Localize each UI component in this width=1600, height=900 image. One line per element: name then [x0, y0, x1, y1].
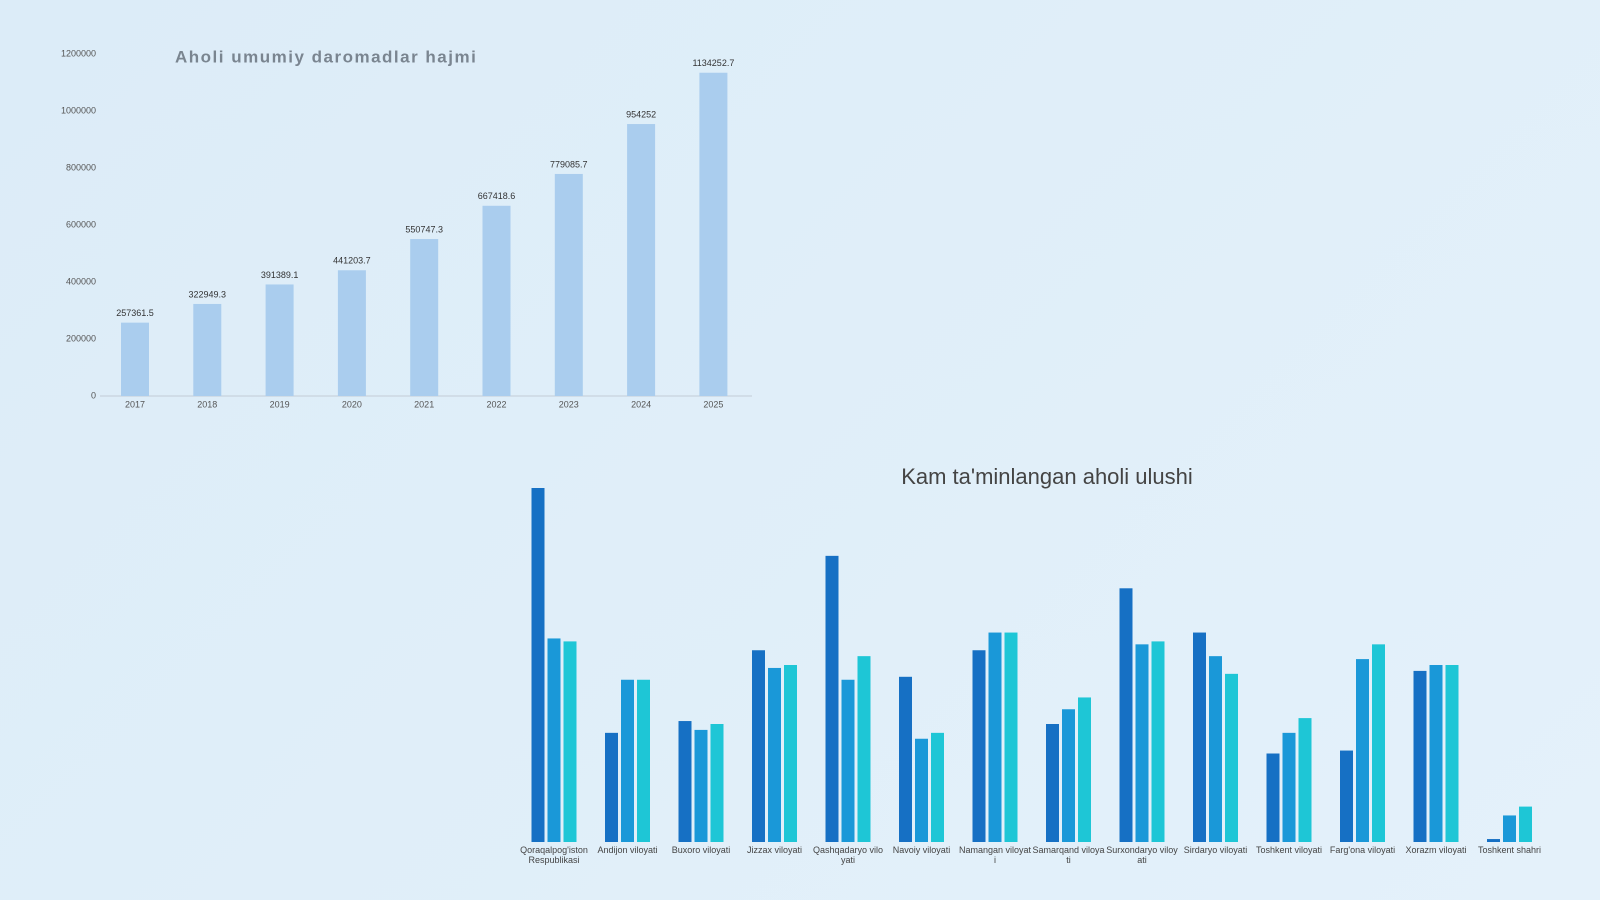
x-tick-label: 2017	[125, 399, 145, 409]
bar	[265, 284, 294, 396]
x-tick-label: Xorazm viloyati	[1405, 845, 1467, 855]
bar	[1503, 815, 1516, 842]
value-label: 954252	[626, 109, 656, 119]
bar	[1193, 632, 1206, 842]
x-tick-label: Farg'ona viloyati	[1329, 845, 1396, 855]
bar	[1135, 644, 1149, 842]
bar	[1519, 806, 1532, 842]
x-tick-label: Toshkent shahri	[1477, 845, 1542, 855]
value-label: 1134252.7	[692, 58, 734, 68]
bar	[915, 738, 928, 842]
bar	[1046, 724, 1059, 842]
bar	[1298, 718, 1312, 842]
value-label: 779085.7	[550, 159, 588, 169]
bar	[784, 665, 797, 842]
x-tick-label: Sirdaryo viloyati	[1183, 845, 1248, 855]
bar	[547, 638, 561, 842]
x-tick-label: Andijon viloyati	[597, 845, 658, 855]
y-tick-label: 1200000	[61, 48, 96, 58]
bar	[1429, 665, 1443, 842]
y-tick-label: 200000	[66, 333, 96, 343]
x-tick-label: 2019	[270, 399, 290, 409]
bar	[1487, 839, 1500, 842]
y-tick-label: 800000	[66, 162, 96, 172]
bar	[531, 488, 545, 842]
bar	[1356, 659, 1369, 842]
y-tick-label: 1000000	[61, 105, 96, 115]
bar	[988, 632, 1002, 842]
x-tick-label: Samarqand viloyati	[1032, 845, 1105, 865]
bar	[337, 270, 366, 396]
bar	[605, 732, 618, 842]
bar	[1340, 750, 1353, 842]
x-tick-label: Namangan viloyati	[958, 845, 1032, 865]
bar	[1445, 665, 1459, 842]
x-tick-label: Navoiy viloyati	[892, 845, 951, 855]
bar	[1266, 753, 1280, 842]
bar	[627, 124, 656, 396]
bar	[121, 322, 149, 396]
x-tick-label: Jizzax viloyati	[746, 845, 802, 855]
x-tick-label: Qoraqalpog'iston Respublikasi	[520, 845, 588, 865]
bar	[857, 656, 871, 842]
x-tick-label: 2023	[559, 399, 579, 409]
bar	[710, 724, 724, 842]
bar	[1209, 656, 1222, 842]
bar	[752, 650, 765, 842]
bar	[563, 641, 577, 842]
value-label: 441203.7	[333, 256, 371, 266]
bar	[1413, 670, 1427, 842]
bar	[193, 303, 222, 396]
x-tick-label: 2018	[197, 399, 217, 409]
value-label: 391389.1	[261, 270, 299, 280]
bar	[825, 555, 839, 842]
bar	[1119, 588, 1133, 842]
x-tick-label: Buxoro viloyati	[671, 845, 731, 855]
bar	[1282, 732, 1296, 842]
bar	[972, 650, 986, 842]
bar	[699, 72, 728, 397]
value-label: 257361.5	[116, 308, 154, 318]
y-tick-label: 0	[91, 390, 96, 400]
bar	[931, 732, 944, 842]
chart-title: Aholi umumiy daromadlar hajmi	[175, 47, 477, 66]
y-tick-label: 400000	[66, 276, 96, 286]
bar	[1151, 641, 1165, 842]
x-tick-label: 2022	[486, 399, 506, 409]
x-tick-label: 2025	[703, 399, 723, 409]
bar	[1062, 709, 1075, 842]
bar	[637, 679, 650, 842]
chart-title: Kam ta'minlangan aholi ulushi	[901, 464, 1193, 489]
bar	[554, 173, 583, 396]
bar	[841, 679, 855, 842]
x-tick-label: Surxondaryo viloyati	[1106, 845, 1178, 865]
x-tick-label: Toshkent viloyati	[1255, 845, 1323, 855]
x-tick-label: Qashqadaryo viloyati	[812, 845, 884, 865]
bar	[1372, 644, 1385, 842]
bar	[899, 676, 912, 842]
bar	[621, 679, 634, 842]
bar	[1004, 632, 1018, 842]
value-label: 322949.3	[189, 289, 227, 299]
bar	[482, 205, 511, 396]
bar	[410, 239, 439, 396]
x-tick-label: 2024	[631, 399, 651, 409]
x-tick-label: 2020	[342, 399, 362, 409]
x-tick-label: 2021	[414, 399, 434, 409]
bar	[694, 729, 708, 842]
bar	[678, 721, 692, 842]
value-label: 667418.6	[478, 191, 516, 201]
value-label: 550747.3	[405, 224, 443, 234]
y-tick-label: 600000	[66, 219, 96, 229]
bar	[1225, 673, 1238, 842]
bar	[1078, 697, 1091, 842]
bar	[768, 667, 781, 842]
